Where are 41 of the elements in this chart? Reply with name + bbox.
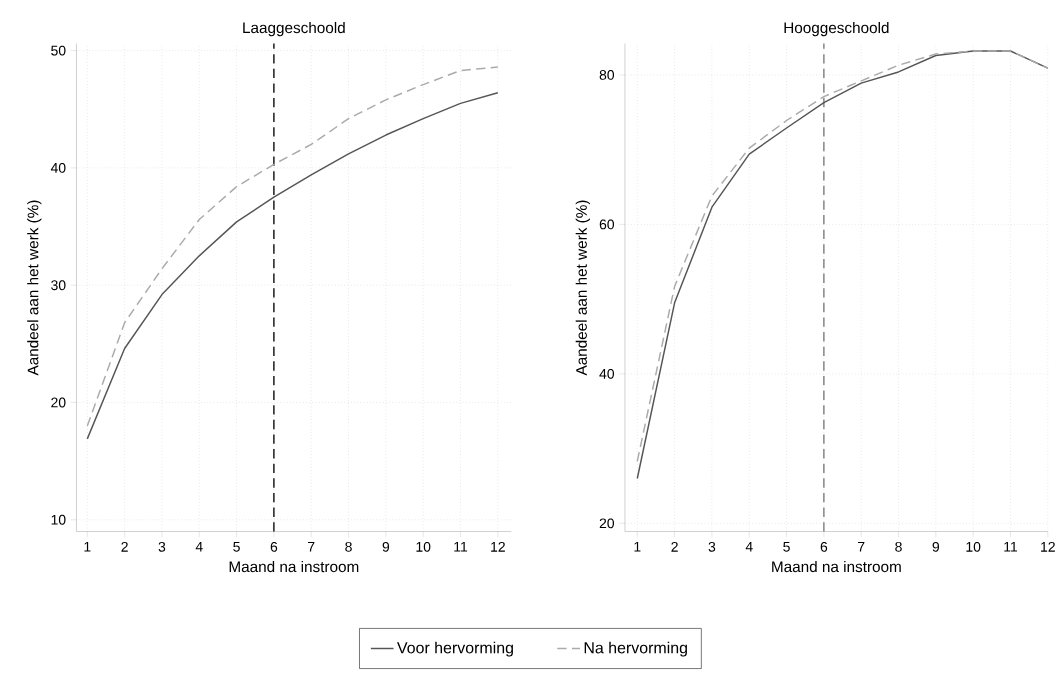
y-tick-label: 40 [599,368,615,379]
x-tick-label: 10 [416,541,431,552]
x-tick-label: 11 [1004,541,1018,552]
x-tick-label: 9 [932,541,940,552]
x-tick-label: 5 [233,541,240,552]
y-tick-label: 60 [599,219,615,230]
x-tick-label: 3 [708,541,716,552]
legend-label: Na hervorming [584,641,687,657]
x-tick-label: 4 [745,541,753,552]
x-tick-label: 11 [454,541,468,552]
x-tick-label: 8 [895,541,902,552]
x-tick-label: 7 [858,541,865,552]
x-tick-label: 9 [382,541,390,552]
y-tick-label: 80 [599,69,615,80]
x-tick-label: 2 [671,541,678,552]
y-tick-label: 40 [50,162,66,173]
x-axis-title: Maand na instroom [229,560,359,573]
y-tick-label: 30 [51,280,66,291]
x-tick-label: 12 [1041,541,1055,552]
y-tick-label: 20 [599,518,615,529]
legend-label: Voor hervorming [397,641,513,657]
x-tick-label: 10 [966,541,981,552]
x-axis-title: Maand na instroom [772,560,901,573]
y-tick-label: 50 [51,45,66,56]
y-axis-title: Aandeel aan het werk (%) [575,200,590,376]
x-tick-label: 5 [783,541,790,552]
y-tick-label: 20 [51,397,66,408]
x-tick-label: 1 [634,541,641,552]
y-tick-label: 10 [51,514,66,525]
x-tick-label: 8 [345,541,352,552]
x-tick-label: 3 [158,541,166,552]
chart-title: Hooggeschoold [784,21,889,37]
x-tick-label: 12 [491,541,505,552]
x-tick-label: 6 [820,541,828,552]
x-tick-label: 7 [308,541,315,552]
y-axis-title: Aandeel aan het werk (%) [27,200,42,376]
x-tick-label: 6 [270,541,278,552]
x-tick-label: 2 [121,541,128,552]
chart-title: Laaggeschoold [243,21,345,37]
x-tick-label: 1 [84,541,91,552]
x-tick-label: 4 [195,541,203,552]
